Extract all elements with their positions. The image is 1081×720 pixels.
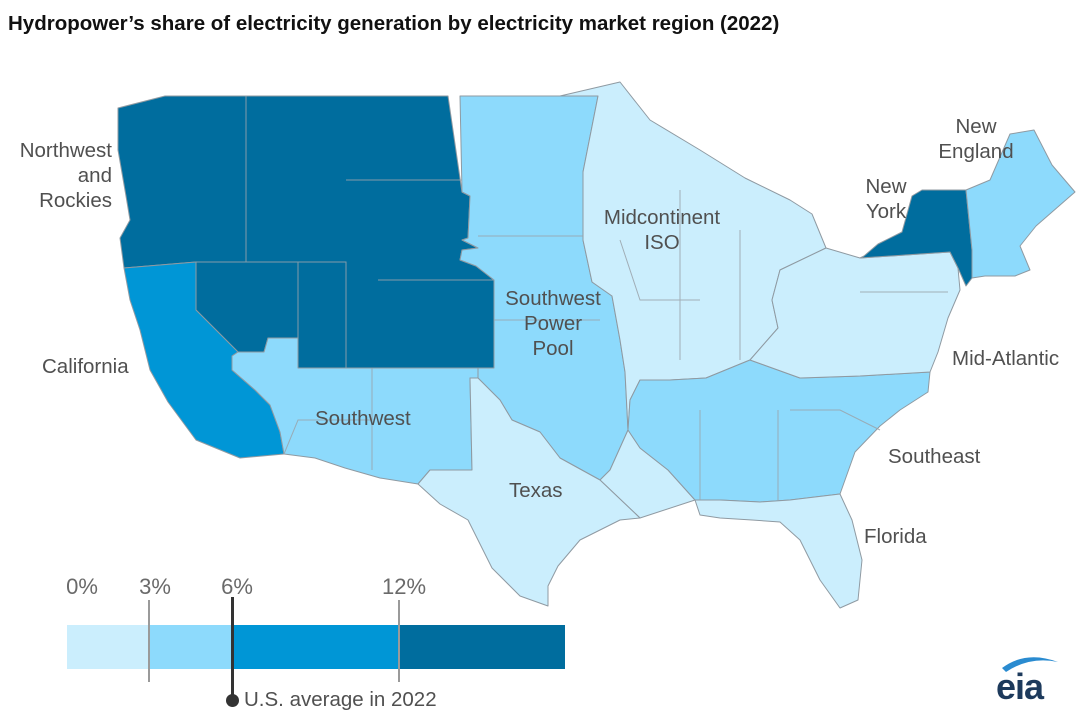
label-newyork: New York bbox=[865, 175, 907, 223]
label-midatlantic: Mid-Atlantic bbox=[952, 347, 1060, 370]
map-title: Hydropower’s share of electricity genera… bbox=[8, 12, 780, 35]
region-newengland bbox=[965, 129, 1076, 279]
label-texas: Texas bbox=[509, 479, 563, 502]
label-newengland: New England bbox=[938, 115, 1014, 163]
legend-tick-label-0: 0% bbox=[66, 574, 98, 599]
eia-logo-swoosh bbox=[1002, 657, 1058, 672]
label-spp: Southwest Power Pool bbox=[505, 287, 601, 360]
label-southwest: Southwest bbox=[315, 407, 411, 430]
label-northwest: Northwest and Rockies bbox=[19, 139, 112, 212]
legend-bin-6-12 bbox=[231, 625, 399, 669]
label-southeast: Southeast bbox=[888, 445, 981, 468]
eia-logo-text: eia bbox=[996, 666, 1044, 707]
legend-tick-label-3: 3% bbox=[139, 574, 171, 599]
legend-color-bar bbox=[67, 625, 565, 669]
region-florida bbox=[694, 493, 863, 609]
label-california: California bbox=[42, 355, 129, 378]
legend-bin-0-3 bbox=[67, 625, 149, 669]
label-miso: Midcontinent ISO bbox=[603, 206, 721, 254]
legend-bin-3-6 bbox=[149, 625, 231, 669]
us-average-marker-dot bbox=[226, 694, 239, 707]
legend-tick-mark-3 bbox=[148, 600, 150, 682]
eia-logo: eia bbox=[996, 652, 1066, 712]
legend-bin-12-plus bbox=[399, 625, 565, 669]
legend-tick-label-6: 6% bbox=[221, 574, 253, 599]
legend-tick-mark-12 bbox=[398, 600, 400, 682]
us-average-label: U.S. average in 2022 bbox=[244, 688, 437, 711]
us-average-marker-line bbox=[231, 597, 234, 701]
legend-tick-label-12: 12% bbox=[381, 574, 427, 599]
region-texas bbox=[417, 377, 641, 607]
label-florida: Florida bbox=[864, 525, 927, 548]
